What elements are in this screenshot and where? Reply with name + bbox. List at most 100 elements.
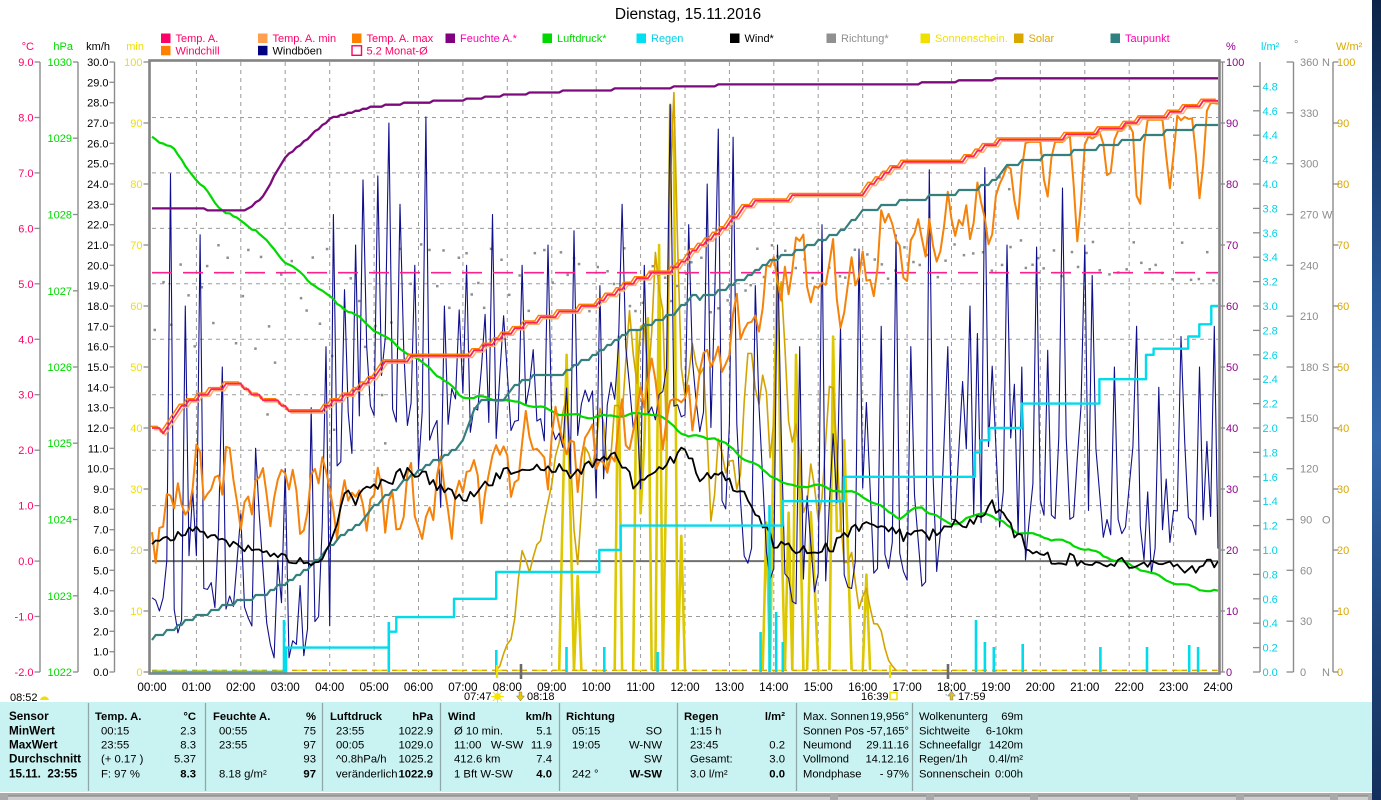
svg-text:60: 60	[1337, 301, 1349, 313]
svg-text:hPa: hPa	[53, 41, 73, 53]
svg-text:Temp. A. max: Temp. A. max	[367, 33, 434, 45]
svg-text:30.0: 30.0	[87, 57, 108, 69]
svg-text:150: 150	[1300, 413, 1318, 425]
svg-text:10:00: 10:00	[582, 681, 612, 694]
svg-text:09:00: 09:00	[537, 681, 567, 694]
svg-text:8.0: 8.0	[93, 504, 108, 516]
svg-text:23:55: 23:55	[336, 726, 364, 738]
svg-text:4.4: 4.4	[1263, 130, 1278, 142]
svg-text:21.0: 21.0	[87, 240, 108, 252]
svg-text:9.0: 9.0	[93, 484, 108, 496]
svg-text:3.4: 3.4	[1263, 252, 1278, 264]
svg-text:1022: 1022	[48, 667, 72, 679]
svg-text:12.0: 12.0	[87, 423, 108, 435]
svg-text:12:00: 12:00	[670, 681, 700, 694]
svg-text:29.0: 29.0	[87, 77, 108, 89]
svg-text:17.0: 17.0	[87, 321, 108, 333]
svg-text:2.2: 2.2	[1263, 399, 1278, 411]
svg-text:5.1: 5.1	[536, 726, 552, 738]
svg-text:7.0: 7.0	[93, 525, 108, 537]
svg-text:8.0: 8.0	[18, 113, 33, 125]
svg-text:07:00: 07:00	[448, 681, 478, 694]
svg-text:8.3: 8.3	[180, 769, 196, 781]
svg-text:MinWert: MinWert	[9, 725, 55, 738]
svg-text:F: 97 %: F: 97 %	[101, 769, 140, 781]
svg-text:Windchill: Windchill	[176, 45, 220, 57]
svg-text:4.0: 4.0	[18, 334, 33, 346]
svg-text:3.0: 3.0	[769, 754, 785, 766]
svg-text:1028: 1028	[48, 210, 72, 222]
svg-text:Neumond: Neumond	[803, 740, 852, 752]
svg-text:05:15: 05:15	[572, 726, 600, 738]
svg-text:1025: 1025	[48, 438, 72, 450]
svg-text:9.0: 9.0	[18, 57, 33, 69]
svg-text:50: 50	[1226, 362, 1238, 374]
svg-text:75: 75	[303, 726, 316, 738]
svg-text:23:55: 23:55	[101, 740, 129, 752]
svg-text:90: 90	[1226, 118, 1238, 130]
svg-text:Richtung*: Richtung*	[841, 33, 889, 45]
svg-text:W/m²: W/m²	[1336, 41, 1363, 53]
svg-text:26.0: 26.0	[87, 138, 108, 150]
svg-text:Wind*: Wind*	[745, 33, 775, 45]
svg-text:1024: 1024	[48, 515, 72, 527]
svg-text:10: 10	[130, 606, 142, 618]
svg-text:Regen/1h: Regen/1h	[919, 754, 968, 766]
svg-text:14:00: 14:00	[759, 681, 789, 694]
svg-text:veränderlich: veränderlich	[336, 769, 398, 781]
svg-text:7.0: 7.0	[18, 168, 33, 180]
svg-text:0.0: 0.0	[93, 667, 108, 679]
svg-text:24.0: 24.0	[87, 179, 108, 191]
svg-text:Taupunkt: Taupunkt	[1125, 33, 1170, 45]
svg-text:5.0: 5.0	[93, 565, 108, 577]
svg-text:27.0: 27.0	[87, 118, 108, 130]
svg-text:40: 40	[130, 423, 142, 435]
svg-text:Mondphase: Mondphase	[803, 769, 861, 781]
svg-text:08:18: 08:18	[527, 691, 555, 703]
svg-text:0.2: 0.2	[769, 740, 785, 752]
svg-text:4.0: 4.0	[1263, 179, 1278, 191]
svg-text:80: 80	[130, 179, 142, 191]
svg-text:80: 80	[1337, 179, 1349, 191]
svg-text:97: 97	[303, 740, 316, 752]
svg-text:1022.9: 1022.9	[398, 769, 433, 781]
svg-text:Luftdruck: Luftdruck	[330, 711, 383, 723]
svg-text:km/h: km/h	[526, 711, 552, 723]
svg-text:100: 100	[124, 57, 142, 69]
svg-text:Wind: Wind	[448, 711, 476, 723]
svg-text:19:00: 19:00	[981, 681, 1011, 694]
svg-text:97: 97	[303, 769, 316, 781]
svg-text:1025.2: 1025.2	[398, 754, 433, 766]
svg-text:W: W	[1322, 210, 1333, 222]
svg-text:4.6: 4.6	[1263, 106, 1278, 118]
svg-text:1026: 1026	[48, 362, 72, 374]
svg-text:2.4: 2.4	[1263, 374, 1278, 386]
svg-text:23.0: 23.0	[87, 199, 108, 211]
svg-text:17:00: 17:00	[892, 681, 922, 694]
svg-text:O: O	[1322, 515, 1331, 527]
svg-text:18:00: 18:00	[937, 681, 967, 694]
svg-text:min: min	[126, 41, 144, 53]
svg-text:S: S	[1322, 362, 1329, 374]
svg-text:69m: 69m	[1001, 711, 1023, 723]
svg-text:11.0: 11.0	[88, 443, 109, 455]
svg-text:SO: SO	[646, 726, 663, 738]
svg-text:19:05: 19:05	[572, 740, 600, 752]
svg-text:6.0: 6.0	[18, 223, 33, 235]
svg-text:60: 60	[1226, 301, 1238, 313]
svg-text:1 Bft W-SW: 1 Bft W-SW	[454, 769, 513, 781]
svg-text:1023: 1023	[48, 591, 72, 603]
svg-text:0: 0	[1226, 667, 1232, 679]
svg-text:30: 30	[130, 484, 142, 496]
svg-text:412.6 km: 412.6 km	[454, 754, 500, 766]
svg-text:°: °	[1294, 39, 1298, 51]
svg-text:6-10km: 6-10km	[986, 726, 1023, 738]
svg-text:- 97%: - 97%	[880, 769, 909, 781]
svg-text:20: 20	[1226, 545, 1238, 557]
svg-text:3.0: 3.0	[1263, 301, 1278, 313]
svg-text:Wolkenunterg: Wolkenunterg	[919, 711, 988, 723]
svg-text:Sichtweite: Sichtweite	[919, 726, 970, 738]
svg-text:1.0: 1.0	[93, 647, 108, 659]
svg-text:1420m: 1420m	[989, 740, 1023, 752]
svg-text:W-SW: W-SW	[630, 769, 663, 781]
